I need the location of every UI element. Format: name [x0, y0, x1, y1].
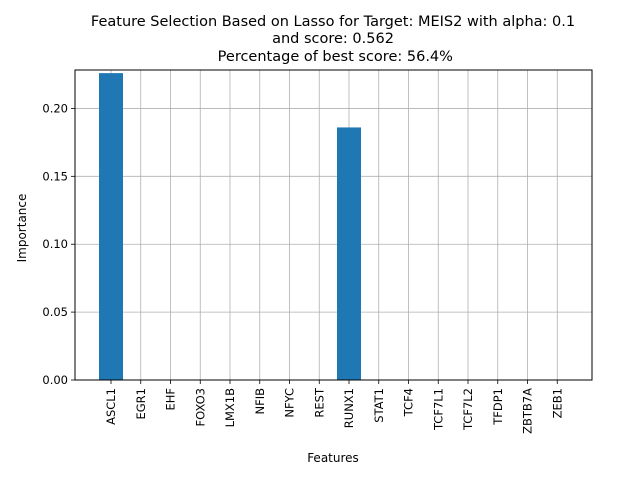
y-tick-label: 0.05 [42, 305, 68, 319]
x-tick-label: TCF7L1 [431, 388, 445, 431]
x-tick-label: TCF4 [402, 388, 416, 417]
x-tick-label: ZEB1 [550, 388, 564, 418]
x-tick-label: ZBTB7A [521, 388, 535, 434]
x-tick-label: NFIB [253, 388, 267, 415]
y-tick-label: 0.20 [42, 101, 68, 115]
x-tick-label: TCF7L2 [461, 388, 475, 431]
x-tick-label: LMX1B [223, 388, 237, 428]
bar-runx1 [337, 127, 361, 380]
y-tick-label: 0.00 [42, 373, 68, 387]
x-tick-label: FOXO3 [193, 388, 207, 426]
y-axis-label: Importance [15, 194, 29, 263]
x-tick-label: EGR1 [134, 388, 148, 420]
plot-frame [74, 69, 593, 381]
y-tick-label: 0.15 [42, 169, 68, 183]
x-tick-label: RUNX1 [342, 388, 356, 428]
chart-title-line-2: and score: 0.562 [272, 31, 394, 47]
x-tick-label: EHF [164, 388, 178, 411]
y-ticks: 0.00 0.05 0.10 0.15 0.20 [42, 101, 75, 387]
x-tick-label: REST [312, 387, 326, 418]
x-ticks: ASCL1 EGR1 EHF FOXO3 LMX1B NFIB NFYC REST RUNX1 S… [104, 380, 564, 434]
y-tick-label: 0.10 [42, 237, 68, 251]
x-axis-label: Features [307, 451, 359, 465]
chart-title: Feature Selection Based on Lasso for Tar… [91, 14, 575, 65]
x-tick-label: TFDP1 [491, 388, 505, 426]
bars [99, 73, 361, 381]
x-tick-label: STAT1 [372, 388, 386, 423]
x-gridlines [110, 70, 558, 380]
y-gridlines [75, 108, 592, 381]
x-tick-label: NFYC [283, 388, 297, 418]
chart-title-line-1: Feature Selection Based on Lasso for Tar… [91, 14, 575, 30]
bar-ascl1 [99, 73, 123, 381]
chart-title-line-3: Percentage of best score: 56.4% [213, 49, 453, 65]
x-tick-label: ASCL1 [104, 388, 118, 425]
